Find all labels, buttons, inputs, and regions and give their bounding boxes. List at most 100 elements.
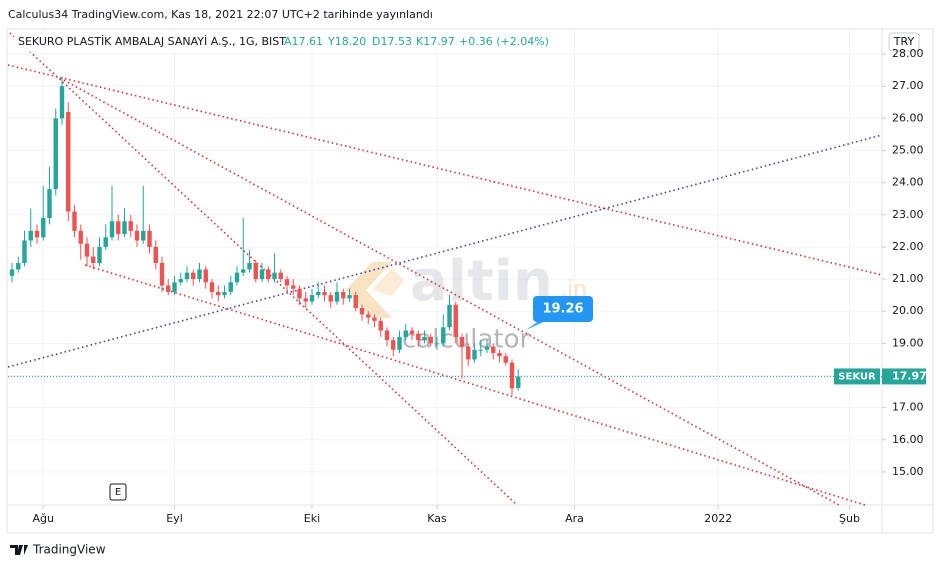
candle-body: [184, 272, 190, 280]
candle-body: [109, 221, 115, 238]
currency-label: TRY: [893, 35, 915, 48]
candle-body: [403, 330, 408, 337]
candle-body: [391, 340, 396, 350]
candle-body: [397, 336, 402, 350]
candle-body: [128, 221, 133, 231]
y-tick-label: 25.00: [892, 144, 924, 157]
trend-line: [7, 64, 883, 276]
last-price-label: 17.97: [892, 369, 927, 382]
candle-body: [72, 211, 77, 231]
candle-body: [384, 330, 390, 341]
candle-body: [353, 295, 358, 308]
ohlc-value: +0.36 (+2.04%): [459, 35, 549, 48]
x-tick-label: Kas: [427, 512, 447, 525]
candle-body: [309, 295, 315, 302]
candle-body: [434, 343, 440, 345]
candle-body: [28, 230, 33, 241]
x-tick-label: Eki: [304, 512, 320, 525]
candle-body: [503, 356, 508, 363]
y-tick-label: 19.00: [892, 336, 924, 349]
candle-body: [416, 333, 421, 341]
candle-body: [247, 263, 252, 270]
candle-body: [447, 304, 452, 328]
y-tick-label: 26.00: [892, 111, 924, 124]
trend-line: [84, 264, 866, 506]
candle-body: [516, 376, 521, 389]
candle-body: [428, 336, 433, 344]
legend-bg: [14, 32, 574, 52]
candle-body: [122, 221, 127, 235]
candle-body: [266, 269, 271, 280]
y-tick-label: 21.00: [892, 272, 924, 285]
x-tick-label: Ara: [565, 512, 584, 525]
callout-box: [533, 296, 593, 322]
watermark-logo: [372, 268, 404, 296]
candle-body: [509, 362, 515, 389]
candle-body: [303, 298, 308, 302]
x-tick-label: Ağu: [33, 512, 54, 525]
candle-body: [341, 291, 346, 299]
currency-button[interactable]: [888, 32, 920, 52]
y-tick-label: 15.00: [892, 465, 924, 478]
y-tick-label: 28.00: [892, 47, 924, 60]
published-line: Calculus34 TradingView.com, Kas 18, 2021…: [8, 8, 433, 21]
callout: 19.26: [526, 296, 593, 330]
candle-body: [297, 288, 302, 299]
candle-body: [253, 263, 258, 280]
callout-pointer: [526, 320, 548, 330]
event-marker-text: E: [115, 487, 121, 498]
ohlc-value: D17.53: [372, 35, 412, 48]
y-tick-label: 23.00: [892, 208, 924, 221]
candle-body: [278, 272, 283, 280]
candle-body: [16, 263, 21, 270]
candle-body: [441, 327, 446, 344]
y-tick-label: 24.00: [892, 176, 924, 189]
candle-body: [59, 86, 65, 119]
candle-body: [91, 256, 96, 264]
ohlc-value: A17.61: [284, 35, 323, 48]
candle-body: [372, 317, 377, 321]
symbol-title: SEKURO PLASTİK AMBALAJ SANAYİ A.Ş., 1G, …: [18, 35, 286, 48]
footer-logo: TradingView: [10, 543, 106, 557]
candle-body: [409, 330, 415, 334]
candles: [9, 76, 521, 395]
candle-body: [222, 291, 227, 296]
candle-body: [284, 279, 290, 286]
candle-body: [272, 272, 277, 280]
logo-mark: [10, 545, 28, 555]
ohlc-value: Y18.20: [327, 35, 366, 48]
candle-body: [291, 285, 296, 289]
y-tick-label: 27.00: [892, 79, 924, 92]
candle-body: [459, 336, 465, 347]
trend-lines: [7, 32, 883, 506]
watermark: altin .in calculator: [346, 249, 587, 355]
candle-body: [97, 246, 102, 264]
chart-frame: [6, 28, 934, 534]
candle-body: [203, 269, 208, 283]
candle-body: [472, 349, 477, 360]
candle-body: [78, 230, 83, 244]
ohlc-legend: A17.61 Y18.20 D17.53 K17.97 +0.36 (+2.04%): [284, 35, 549, 48]
candle-body: [34, 230, 40, 238]
candle-body: [259, 269, 265, 280]
candle-body: [166, 285, 171, 292]
candle-body: [197, 269, 202, 280]
symbol-tag: [834, 368, 880, 385]
y-tick-label: 22.00: [892, 240, 924, 253]
candle-body: [147, 230, 152, 247]
x-tick-label: 2022: [704, 512, 732, 525]
y-tick-label: 17.00: [892, 401, 924, 414]
candle-body: [41, 218, 46, 238]
callout-text: 19.26: [542, 302, 583, 317]
candle-body: [328, 295, 333, 302]
y-tick-label: 20.00: [892, 304, 924, 317]
candle-body: [47, 189, 52, 219]
candle-body: [316, 291, 321, 296]
candle-body: [322, 291, 327, 296]
event-marker[interactable]: [109, 483, 127, 501]
candle-body: [216, 291, 221, 296]
candle-body: [491, 346, 496, 353]
candle-body: [116, 221, 121, 235]
